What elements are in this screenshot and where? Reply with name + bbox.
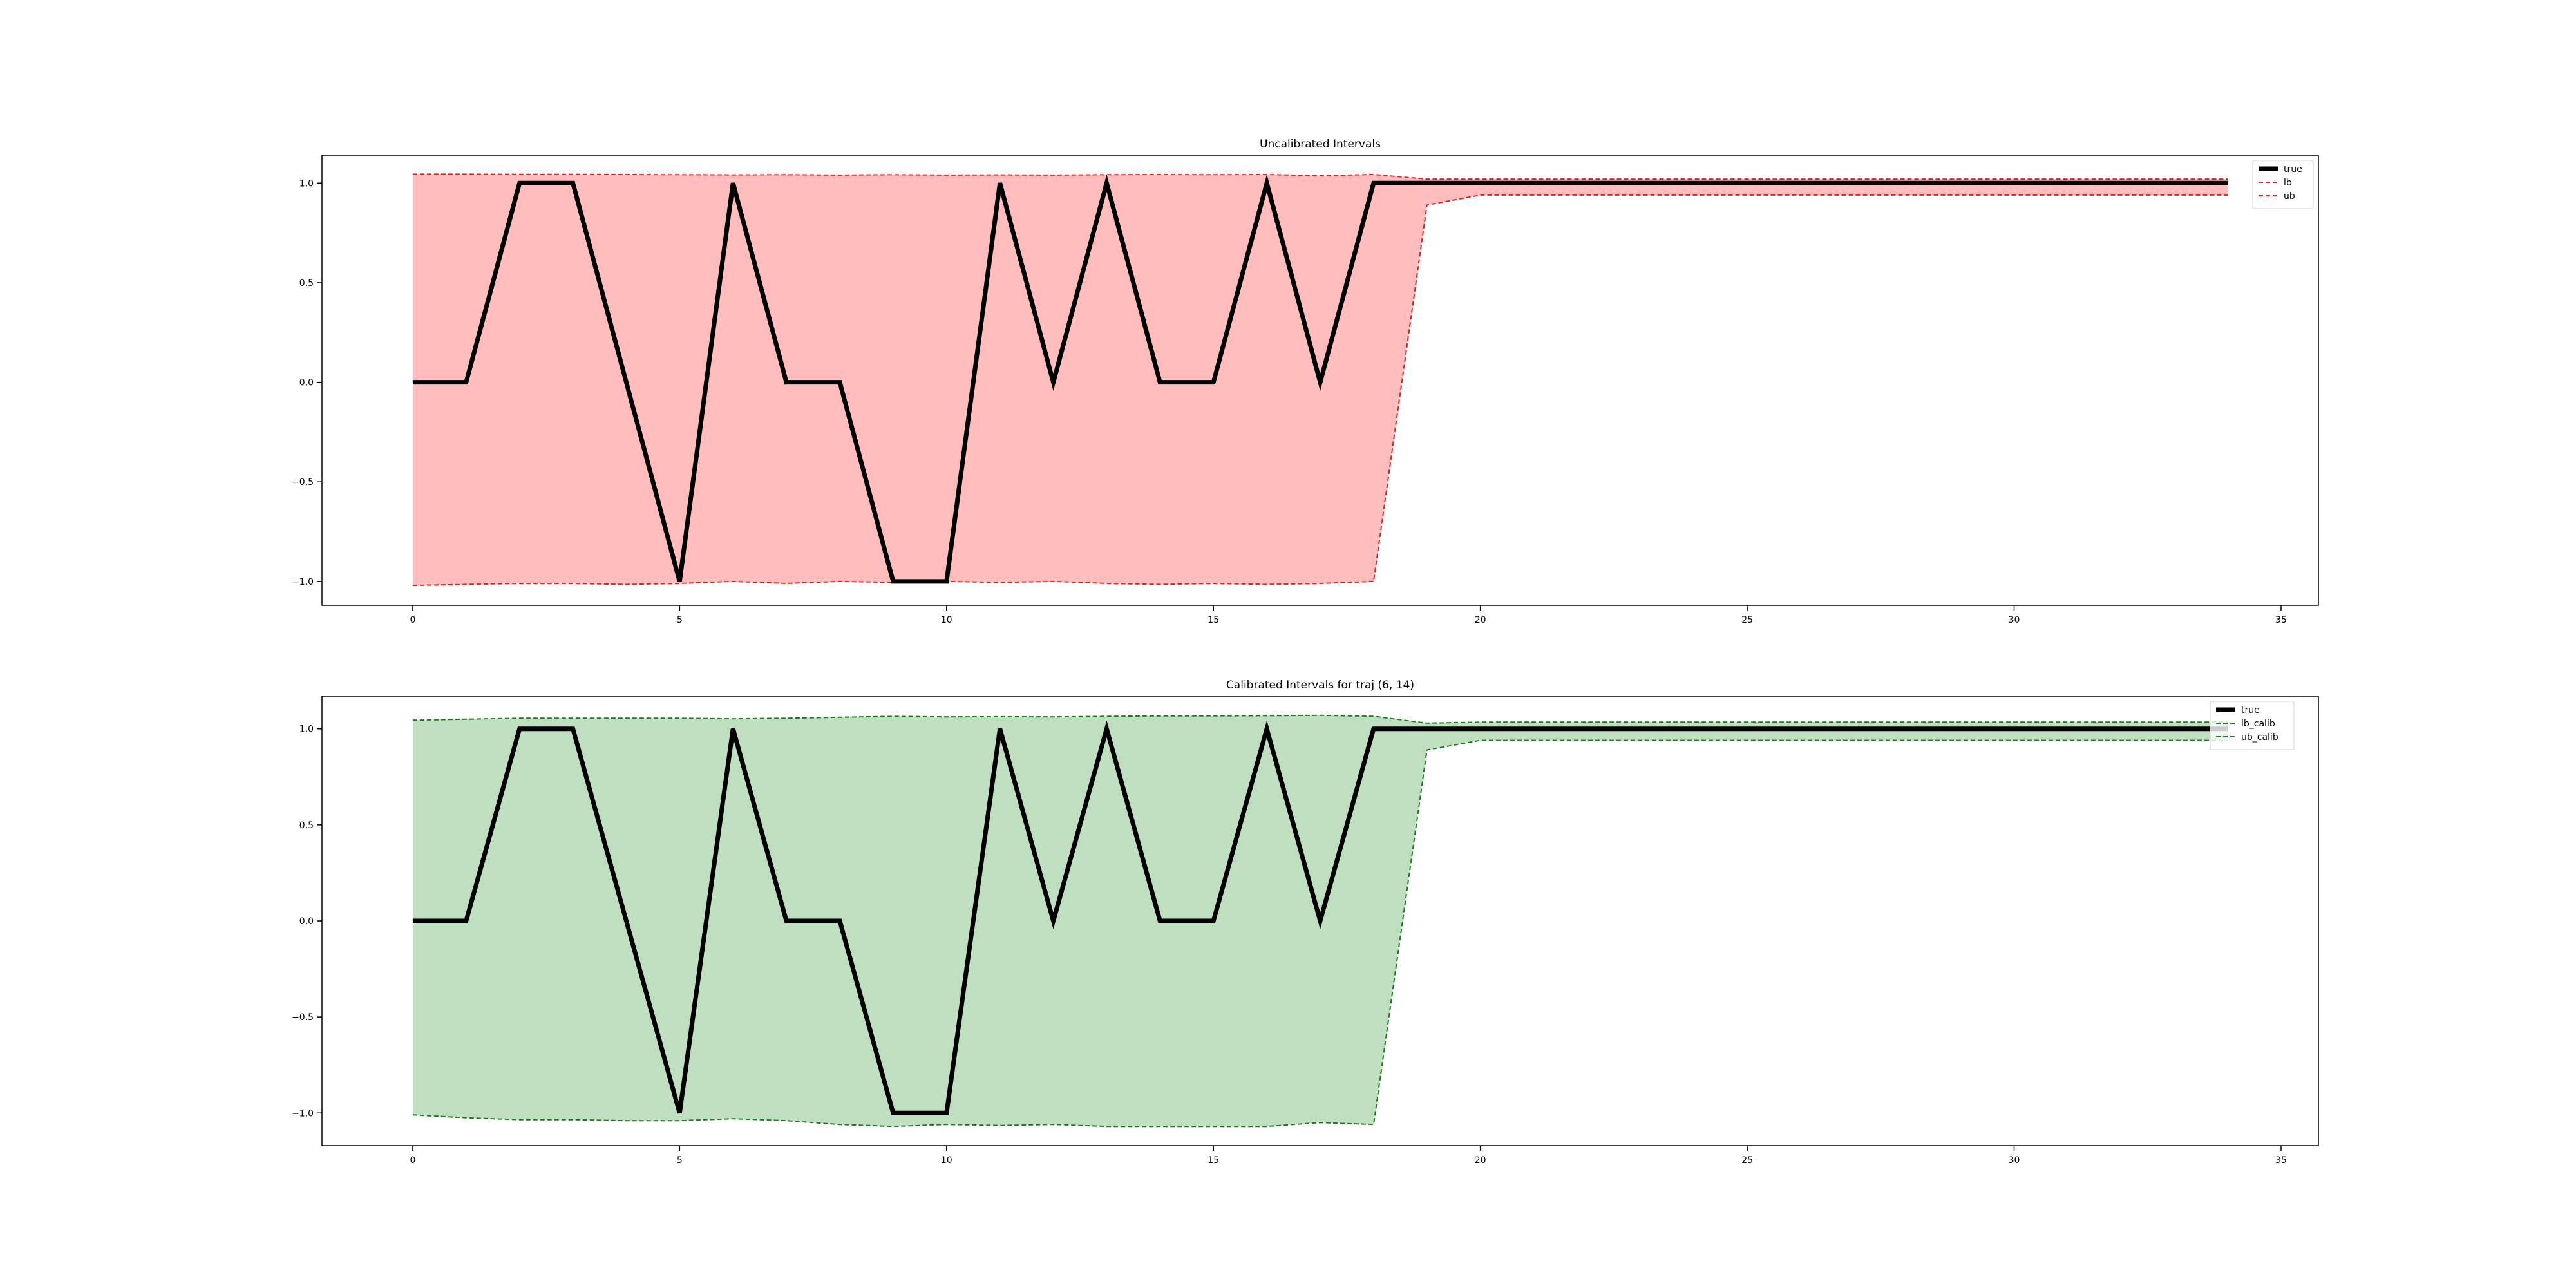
y-tick-label: 0.5 — [299, 278, 314, 289]
y-tick-label: −1.0 — [292, 577, 314, 587]
x-tick-label: 20 — [1475, 1155, 1486, 1166]
y-tick-label: 0.0 — [299, 916, 314, 927]
legend-label-lb_calib: lb_calib — [2241, 719, 2275, 729]
x-tick-label: 30 — [2009, 1155, 2020, 1166]
legend-box — [2252, 160, 2314, 209]
legend-label-true: true — [2284, 164, 2302, 175]
legend-label-ub_calib: ub_calib — [2241, 732, 2278, 743]
x-tick-label: 0 — [410, 615, 415, 625]
chart-title: Uncalibrated Intervals — [1260, 138, 1381, 151]
y-tick-label: 1.0 — [299, 724, 314, 735]
legend-label-true: true — [2241, 705, 2260, 715]
x-tick-label: 15 — [1208, 1155, 1219, 1166]
x-tick-label: 35 — [2275, 615, 2287, 625]
series-line-ub — [412, 173, 2228, 180]
series-line-true — [412, 174, 2228, 584]
y-tick-label: 0.5 — [299, 820, 314, 831]
y-tick-label: −1.0 — [292, 1108, 314, 1119]
y-tick-label: 0.0 — [299, 378, 314, 388]
series-line-true — [412, 720, 2228, 1115]
axes-frame — [321, 155, 2319, 606]
x-tick-label: 5 — [677, 1155, 683, 1166]
x-tick-label: 25 — [1741, 1155, 1753, 1166]
x-tick-label: 5 — [677, 615, 683, 625]
legend-box — [2210, 701, 2295, 750]
uncalibrated-intervals-panel: Uncalibrated Intervals 0 5 10 15 20 25 30 35 −1.0… — [292, 138, 2319, 625]
x-tick-label: 25 — [1741, 615, 1753, 625]
x-tick-label: 15 — [1208, 615, 1219, 625]
series-line-lb — [412, 194, 2228, 587]
y-tick-label: −0.5 — [292, 1012, 314, 1023]
legend-label-ub: ub — [2284, 191, 2295, 202]
x-tick-label: 0 — [410, 1155, 415, 1166]
x-tick-label: 10 — [941, 615, 952, 625]
chart-title: Calibrated Intervals for traj (6, 14) — [1226, 679, 1414, 692]
series-line-ub_calib — [412, 714, 2228, 724]
x-tick-label: 35 — [2275, 1155, 2287, 1166]
y-tick-label: 1.0 — [299, 178, 314, 189]
x-tick-label: 10 — [941, 1155, 952, 1166]
series-line-lb_calib — [412, 739, 2228, 1128]
y-tick-label: −0.5 — [292, 477, 314, 488]
calibrated-intervals-panel: Calibrated Intervals for traj (6, 14) 0 5 1… — [292, 679, 2319, 1166]
legend-label-lb: lb — [2284, 178, 2292, 188]
x-tick-label: 20 — [1475, 615, 1486, 625]
x-tick-label: 30 — [2009, 615, 2020, 625]
